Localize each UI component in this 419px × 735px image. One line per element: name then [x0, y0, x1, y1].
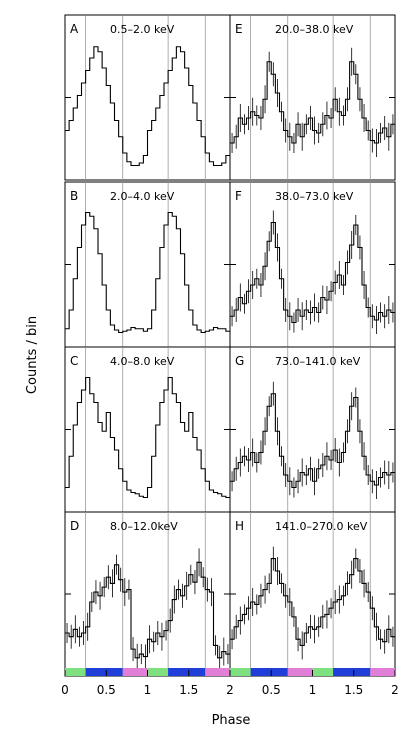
- phase-bar-segment: [85, 668, 115, 676]
- phase-bar-segment: [122, 668, 148, 676]
- x-axis-ticks: 0 0.5 1 1.5 2 0.5 1 1.5 2: [61, 670, 399, 697]
- series-histogram: [65, 561, 230, 659]
- energy-range-label: 2.0–4.0 keV: [110, 190, 175, 203]
- series-histogram: [230, 221, 395, 324]
- x-tick-label: 0.5: [262, 683, 281, 697]
- x-axis-label: Phase: [212, 713, 251, 728]
- panel-letter: C: [70, 354, 78, 368]
- x-tick-label: 1.5: [344, 683, 363, 697]
- x-tick-label: 2: [226, 683, 234, 697]
- x-tick-label: 0: [61, 683, 69, 697]
- panels-layer: A 0.5–2.0 keV B 2.0–4.0 keV C 4.0–8.0 keV D 8.0…: [64, 14, 396, 677]
- panel-letter: H: [235, 519, 244, 533]
- energy-range-label: 38.0–73.0 keV: [275, 190, 354, 203]
- energy-range-label: 4.0–8.0 keV: [110, 355, 175, 368]
- phase-bar-segment: [333, 668, 371, 676]
- phase-bar-segment: [114, 668, 123, 676]
- series-histogram: [65, 376, 230, 499]
- series-histogram: [65, 46, 230, 167]
- panel-letter: D: [70, 519, 79, 533]
- panel-f: F 38.0–73.0 keV: [229, 181, 396, 348]
- series-histogram: [65, 211, 230, 334]
- series-histogram: [230, 558, 395, 646]
- panel-e: E 20.0–38.0 keV: [229, 14, 396, 181]
- x-tick-label: 1.5: [179, 683, 198, 697]
- phase-bar-segment: [312, 668, 334, 676]
- phase-bar-segment: [168, 668, 206, 676]
- phase-bar-segment: [250, 668, 280, 676]
- panel-letter: G: [235, 354, 244, 368]
- x-tick-label: 1: [144, 683, 152, 697]
- panel-letter: E: [235, 22, 243, 36]
- phase-bar-segment: [230, 668, 251, 676]
- phase-bar-segment: [279, 668, 288, 676]
- panel-h: H 141.0–270.0 keV: [229, 511, 396, 677]
- panel-g: G 73.0–141.0 keV: [229, 346, 396, 513]
- panel-letter: B: [70, 189, 78, 203]
- phase-bar-segment: [370, 668, 395, 676]
- x-tick-label: 1: [309, 683, 317, 697]
- panel-a: A 0.5–2.0 keV: [64, 14, 231, 181]
- energy-range-label: 20.0–38.0 keV: [275, 23, 354, 36]
- panel-letter: F: [235, 189, 242, 203]
- panel-c: C 4.0–8.0 keV: [64, 346, 231, 513]
- x-tick-label: 2: [391, 683, 399, 697]
- y-axis-label: Counts / bin: [25, 316, 40, 394]
- x-tick-label: 0.5: [97, 683, 116, 697]
- energy-range-label: 0.5–2.0 keV: [110, 23, 175, 36]
- panel-b: B 2.0–4.0 keV: [64, 181, 231, 348]
- energy-range-label: 8.0–12.0keV: [110, 520, 178, 533]
- energy-range-label: 73.0–141.0 keV: [275, 355, 361, 368]
- phase-bar-segment: [65, 668, 86, 676]
- series-histogram: [230, 393, 395, 489]
- phase-bar-segment: [287, 668, 313, 676]
- panel-letter: A: [70, 22, 79, 36]
- phase-bar-segment: [205, 668, 230, 676]
- energy-range-label: 141.0–270.0 keV: [275, 520, 368, 533]
- phase-color-bar: [65, 668, 395, 676]
- phase-bar-segment: [147, 668, 169, 676]
- panel-d: D 8.0–12.0keV: [64, 511, 231, 677]
- series-histogram: [230, 61, 395, 144]
